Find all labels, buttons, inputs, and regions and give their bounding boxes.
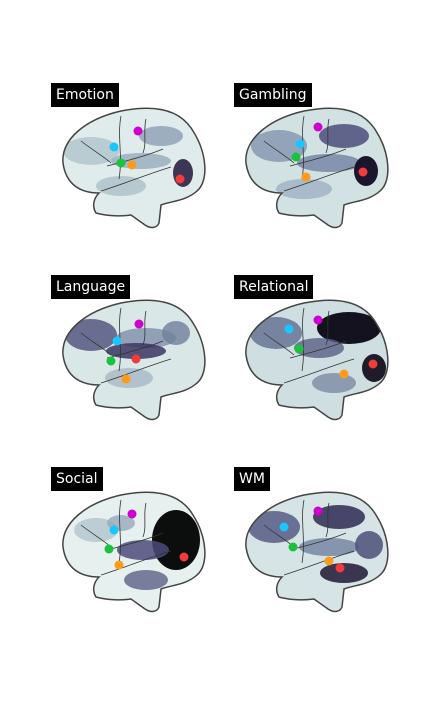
panel-relational: Relational xyxy=(234,275,394,445)
marker-orange xyxy=(127,160,137,170)
panel-title: Emotion xyxy=(51,83,119,107)
marker-red xyxy=(179,552,189,562)
marker-green xyxy=(294,344,304,354)
panel-gambling: Gambling xyxy=(234,83,394,253)
marker-cyan xyxy=(295,139,305,149)
marker-red xyxy=(358,167,368,177)
brain-map xyxy=(245,491,389,613)
brain-map xyxy=(62,107,206,229)
marker-magenta xyxy=(313,315,323,325)
marker-orange xyxy=(339,369,349,379)
panel-language: Language xyxy=(51,275,211,445)
brain-map xyxy=(62,299,206,421)
marker-magenta xyxy=(134,319,144,329)
marker-red xyxy=(175,174,185,184)
marker-cyan xyxy=(109,142,119,152)
brain-map xyxy=(245,299,389,421)
marker-red xyxy=(131,354,141,364)
marker-magenta xyxy=(133,126,143,136)
panel-wm: WM xyxy=(234,467,394,637)
marker-magenta xyxy=(313,506,323,516)
marker-magenta xyxy=(313,122,323,132)
brain-map xyxy=(62,491,206,613)
marker-green xyxy=(106,356,116,366)
marker-orange xyxy=(324,556,334,566)
panel-social: Social xyxy=(51,467,211,637)
marker-green xyxy=(104,544,114,554)
marker-orange xyxy=(301,172,311,182)
marker-cyan xyxy=(109,525,119,535)
panel-title: Social xyxy=(51,467,103,491)
brain-map xyxy=(245,107,389,229)
panel-title: Gambling xyxy=(234,83,312,107)
panel-emotion: Emotion xyxy=(51,83,211,253)
marker-cyan xyxy=(112,336,122,346)
marker-orange xyxy=(121,374,131,384)
marker-red xyxy=(368,359,378,369)
marker-magenta xyxy=(127,509,137,519)
marker-green xyxy=(116,158,126,168)
marker-green xyxy=(291,152,301,162)
panel-title: Relational xyxy=(234,275,314,299)
marker-cyan xyxy=(284,324,294,334)
marker-orange xyxy=(114,560,124,570)
marker-green xyxy=(288,542,298,552)
panel-title: Language xyxy=(51,275,131,299)
panel-title: WM xyxy=(234,467,270,491)
marker-cyan xyxy=(279,522,289,532)
marker-red xyxy=(335,563,345,573)
